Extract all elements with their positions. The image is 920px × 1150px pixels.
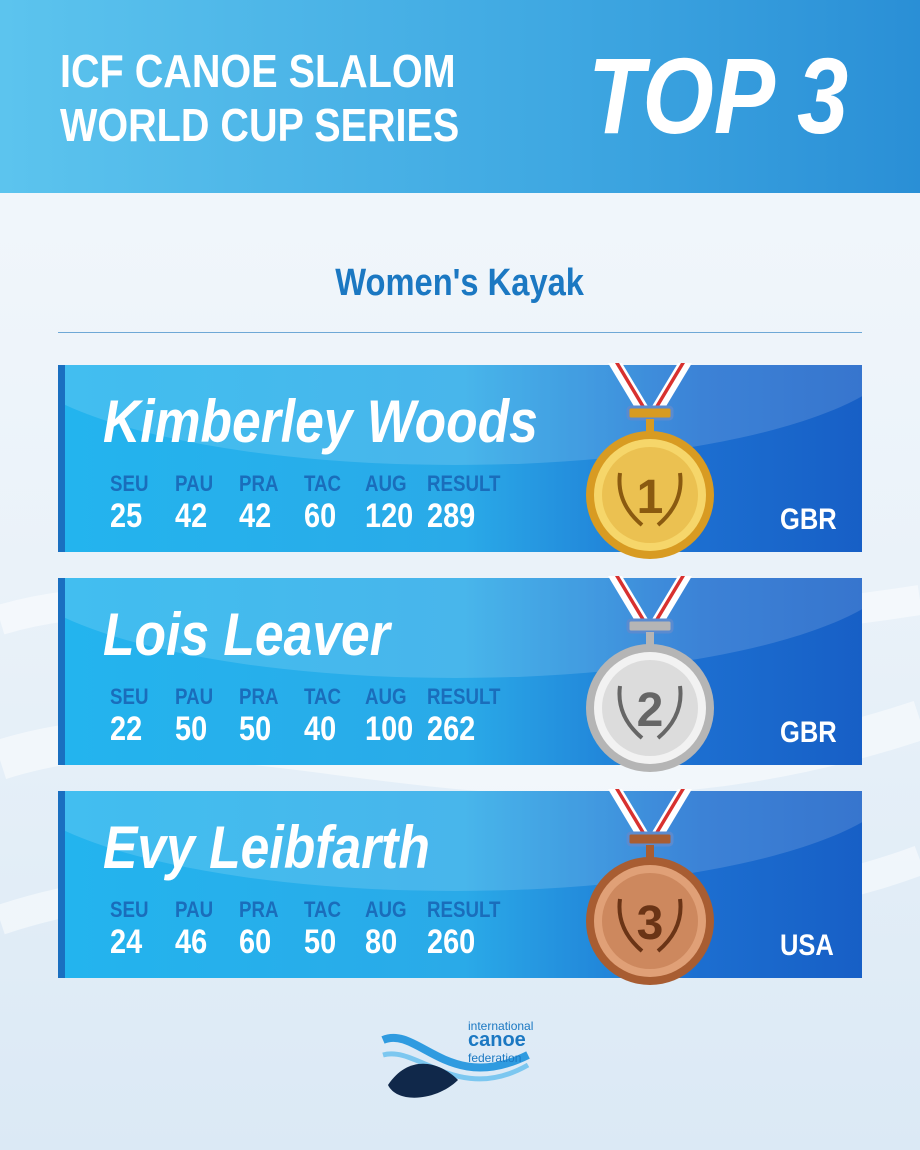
logo-text: canoe <box>468 1029 526 1051</box>
series-title: ICF CANOE SLALOM WORLD CUP SERIES <box>60 44 459 152</box>
stat-column: AUG 120 <box>365 471 422 535</box>
stat-value: 289 <box>427 497 476 535</box>
stat-column: TAC 50 <box>304 897 348 961</box>
top3-badge: TOP 3 <box>588 35 849 156</box>
stat-label: TAC <box>304 471 342 496</box>
logo-text: federation <box>468 1051 522 1065</box>
stat-column: PRA 50 <box>239 684 285 748</box>
stat-label: PRA <box>239 897 279 922</box>
logo-text: international <box>468 1019 534 1033</box>
stat-column: SEU 25 <box>110 471 155 535</box>
medal-rank: 1 <box>637 471 664 524</box>
stat-value: 80 <box>365 923 398 961</box>
stat-value: 42 <box>239 497 272 535</box>
stat-column: SEU 24 <box>110 897 155 961</box>
stat-column: TAC 40 <box>304 684 348 748</box>
stat-label: PAU <box>175 471 214 496</box>
stat-value: 46 <box>175 923 208 961</box>
stat-column: PRA 42 <box>239 471 285 535</box>
silver-medal-icon: 2 <box>580 576 720 776</box>
stat-label: AUG <box>365 471 407 496</box>
country-code: USA <box>780 929 834 962</box>
stat-value: 50 <box>304 923 337 961</box>
stat-column: RESULT 289 <box>427 471 513 535</box>
stat-column: PRA 60 <box>239 897 285 961</box>
stat-value: 120 <box>365 497 414 535</box>
wave-logo-icon <box>381 1034 530 1098</box>
stat-column: PAU 42 <box>175 471 220 535</box>
stat-label: PRA <box>239 684 279 709</box>
stat-label: TAC <box>304 897 342 922</box>
stat-label: PRA <box>239 471 279 496</box>
stat-value: 100 <box>365 710 414 748</box>
stat-label: PAU <box>175 897 214 922</box>
stat-label: RESULT <box>427 684 501 709</box>
stat-label: RESULT <box>427 471 501 496</box>
stat-label: SEU <box>110 471 149 496</box>
stat-label: AUG <box>365 897 407 922</box>
stat-label: RESULT <box>427 897 501 922</box>
athlete-name: Kimberley Woods <box>103 388 538 455</box>
stat-column: RESULT 262 <box>427 684 513 748</box>
bronze-medal-icon: 3 <box>580 789 720 989</box>
header-banner: ICF CANOE SLALOM WORLD CUP SERIES TOP 3 <box>0 0 920 193</box>
country-code: GBR <box>780 503 837 536</box>
stat-value: 40 <box>304 710 337 748</box>
divider <box>58 332 862 333</box>
country-code: GBR <box>780 716 837 749</box>
stat-column: SEU 22 <box>110 684 155 748</box>
stat-value: 25 <box>110 497 143 535</box>
athlete-card: Kimberley Woods SEU 25 PAU 42 PRA 42 TAC 60 AUG 12… <box>58 365 862 552</box>
stat-label: SEU <box>110 897 149 922</box>
icf-logo: international canoe federation <box>378 1015 538 1105</box>
stat-value: 60 <box>239 923 272 961</box>
stat-column: PAU 46 <box>175 897 220 961</box>
gold-medal-icon: 1 <box>580 363 720 563</box>
stat-value: 262 <box>427 710 476 748</box>
stat-value: 260 <box>427 923 476 961</box>
stat-label: TAC <box>304 684 342 709</box>
stat-value: 42 <box>175 497 208 535</box>
medal-rank: 2 <box>637 684 664 737</box>
stat-label: SEU <box>110 684 149 709</box>
stat-value: 22 <box>110 710 143 748</box>
stat-column: RESULT 260 <box>427 897 513 961</box>
stat-value: 50 <box>239 710 272 748</box>
title-line-1: ICF CANOE SLALOM <box>60 45 456 97</box>
category-title: Women's Kayak <box>335 262 585 304</box>
medal-rank: 3 <box>637 897 664 950</box>
stat-column: PAU 50 <box>175 684 220 748</box>
stat-value: 50 <box>175 710 208 748</box>
stat-column: TAC 60 <box>304 471 348 535</box>
athlete-card: Lois Leaver SEU 22 PAU 50 PRA 50 TAC 40 AUG 100 RES… <box>58 578 862 765</box>
stat-value: 60 <box>304 497 337 535</box>
title-line-2: WORLD CUP SERIES <box>60 99 460 151</box>
athlete-name: Evy Leibfarth <box>103 814 430 881</box>
stat-value: 24 <box>110 923 143 961</box>
athlete-name: Lois Leaver <box>103 601 390 668</box>
stat-label: AUG <box>365 684 407 709</box>
stat-column: AUG 80 <box>365 897 414 961</box>
stat-column: AUG 100 <box>365 684 422 748</box>
athlete-card: Evy Leibfarth SEU 24 PAU 46 PRA 60 TAC 50 AUG 80 RE… <box>58 791 862 978</box>
stat-label: PAU <box>175 684 214 709</box>
